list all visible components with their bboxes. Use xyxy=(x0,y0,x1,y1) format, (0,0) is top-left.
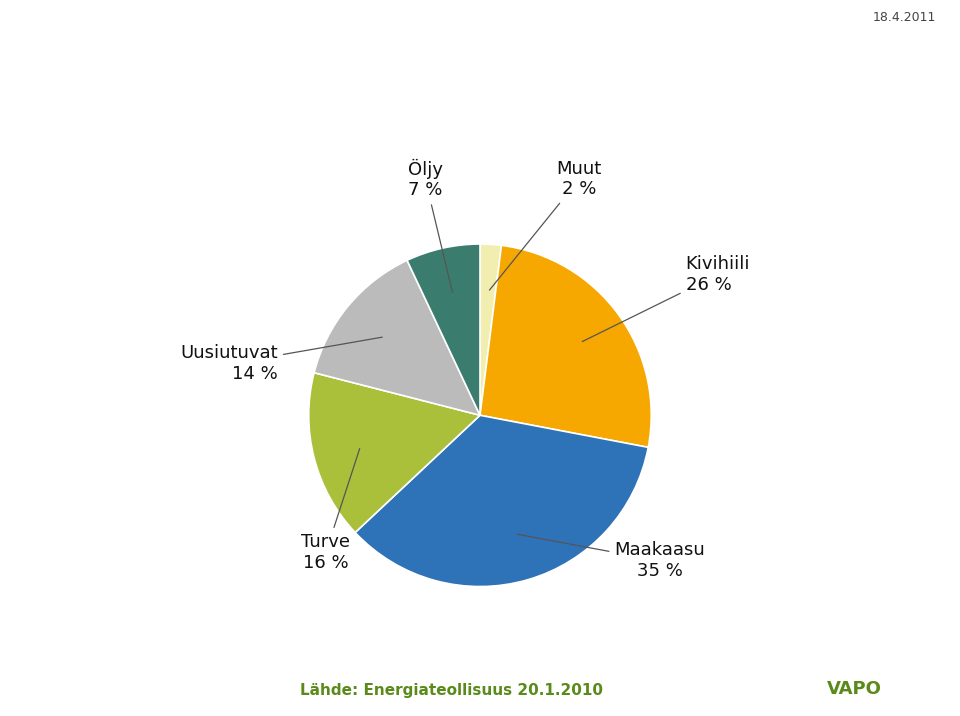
Wedge shape xyxy=(355,415,648,586)
Wedge shape xyxy=(480,244,501,415)
Text: VAPO: VAPO xyxy=(827,680,882,698)
Text: 18.4.2011: 18.4.2011 xyxy=(873,11,936,24)
Text: Kaukolämmön ja siihen liittyvän sähkön
tuotantoon käytetyt polttoaineet 2009
- p: Kaukolämmön ja siihen liittyvän sähkön t… xyxy=(24,26,556,117)
Wedge shape xyxy=(314,261,480,415)
Text: Uusiutuvat
14 %: Uusiutuvat 14 % xyxy=(180,337,382,383)
Text: Lähde: Energiateollisuus 20.1.2010: Lähde: Energiateollisuus 20.1.2010 xyxy=(300,683,603,698)
Text: Kivihiili
26 %: Kivihiili 26 % xyxy=(583,256,750,342)
Wedge shape xyxy=(309,373,480,533)
Wedge shape xyxy=(407,244,480,415)
Text: Maakaasu
35 %: Maakaasu 35 % xyxy=(517,534,706,580)
Text: Turve
16 %: Turve 16 % xyxy=(301,449,360,571)
Wedge shape xyxy=(480,246,651,448)
Text: Muut
2 %: Muut 2 % xyxy=(490,160,602,290)
Text: Öljy
7 %: Öljy 7 % xyxy=(408,158,452,292)
